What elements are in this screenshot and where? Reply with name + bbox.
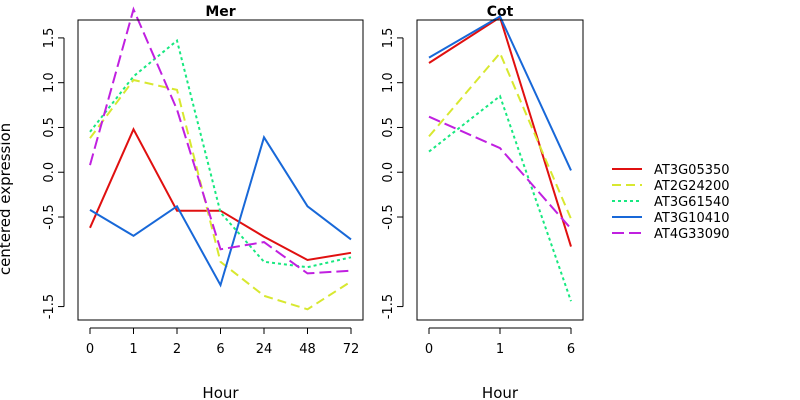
legend-label: AT4G33090 bbox=[654, 227, 730, 242]
panel-title: Mer bbox=[205, 4, 235, 20]
series-line-at2g24200 bbox=[89, 78, 352, 311]
plot-frame bbox=[77, 19, 364, 321]
x-tick-label: 24 bbox=[256, 342, 273, 357]
x-tick-label: 72 bbox=[343, 342, 360, 357]
y-tick-label: -1.5 bbox=[381, 294, 396, 319]
y-tick-label: 0.0 bbox=[381, 162, 396, 183]
series-line-at4g33090 bbox=[428, 115, 572, 230]
series-line-at3g61540 bbox=[428, 94, 572, 302]
series-line-at4g33090 bbox=[89, 6, 352, 275]
legend-label: AT3G10410 bbox=[654, 211, 730, 226]
y-tick-label: -1.5 bbox=[42, 294, 57, 319]
series-line-at2g24200 bbox=[428, 51, 572, 220]
y-tick-label: 1.5 bbox=[42, 28, 57, 49]
legend-label: AT2G24200 bbox=[654, 179, 730, 194]
y-tick-label: 1.5 bbox=[381, 28, 396, 49]
x-tick-label: 1 bbox=[496, 342, 504, 357]
y-axis-label: centered expression bbox=[0, 123, 14, 275]
legend: AT3G05350AT2G24200AT3G61540AT3G10410AT4G… bbox=[612, 163, 730, 242]
x-tick-label: 0 bbox=[86, 342, 94, 357]
x-axis-label: Hour bbox=[202, 384, 239, 400]
y-tick-label: 0.5 bbox=[381, 117, 396, 138]
x-tick-label: 6 bbox=[216, 342, 224, 357]
series-line-at3g10410 bbox=[89, 134, 352, 288]
panel-title: Cot bbox=[487, 4, 514, 20]
plot-frame bbox=[416, 19, 584, 321]
y-tick-label: 1.0 bbox=[381, 72, 396, 93]
x-axis-label: Hour bbox=[482, 384, 519, 400]
y-tick-label: 1.0 bbox=[42, 72, 57, 93]
panel-mer: Mer -1.5 -0.5 0.0 0.5 1.0 1.5 0 1 2 6 24 48 72 Hour bbox=[42, 4, 364, 400]
x-tick-label: 2 bbox=[173, 342, 181, 357]
x-tick-label: 0 bbox=[425, 342, 433, 357]
x-tick-label: 6 bbox=[567, 342, 575, 357]
x-tick-label: 48 bbox=[299, 342, 316, 357]
series-line-at3g05350 bbox=[428, 15, 572, 247]
y-tick-label: 0.0 bbox=[42, 162, 57, 183]
panel-cot: Cot -1.5 -0.5 0.0 0.5 1.0 1.5 0 1 6 Hour bbox=[381, 4, 584, 400]
series-line-at3g10410 bbox=[428, 14, 572, 171]
y-tick-label: -0.5 bbox=[42, 204, 57, 229]
series-line-at3g05350 bbox=[89, 127, 352, 262]
legend-label: AT3G05350 bbox=[654, 163, 730, 178]
legend-label: AT3G61540 bbox=[654, 195, 730, 210]
x-tick-label: 1 bbox=[129, 342, 137, 357]
y-tick-label: -0.5 bbox=[381, 204, 396, 229]
y-tick-label: 0.5 bbox=[42, 117, 57, 138]
